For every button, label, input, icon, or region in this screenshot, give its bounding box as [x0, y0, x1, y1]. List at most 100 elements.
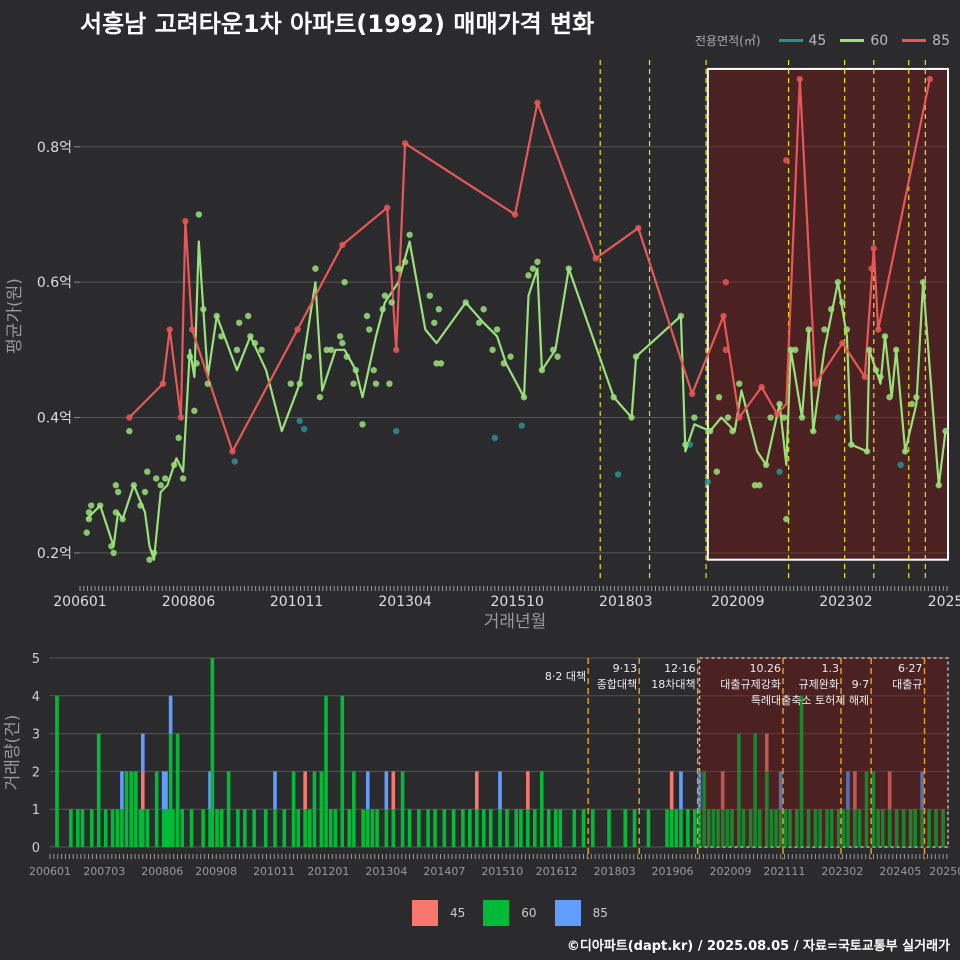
- point-85: [839, 339, 846, 347]
- volume-bar: [134, 771, 138, 847]
- x-tick-label: 201510: [491, 594, 544, 610]
- point-85: [870, 245, 877, 252]
- point-60: [462, 299, 469, 306]
- point-60: [370, 366, 377, 374]
- point-60: [96, 502, 104, 509]
- y-tick-label: 0.6억: [37, 275, 72, 291]
- volume-bar: [370, 809, 375, 847]
- volume-bar: [140, 809, 145, 847]
- point-45: [686, 441, 694, 448]
- point-60: [767, 414, 774, 421]
- volume-bar: [553, 809, 558, 847]
- point-60: [112, 482, 120, 489]
- volume-bar: [475, 809, 479, 847]
- volume-bar: [243, 809, 247, 847]
- point-60: [341, 278, 348, 286]
- volume-bar: [778, 809, 783, 847]
- volume-bar: [665, 809, 669, 847]
- point-60: [783, 515, 790, 523]
- policy-annotation: 9·13: [613, 662, 638, 675]
- legend-item-85: 85: [902, 33, 950, 49]
- y-tick-label: 4: [32, 690, 40, 705]
- point-60: [114, 488, 122, 496]
- y-tick-label: 0.2억: [37, 546, 72, 562]
- volume-bar: [282, 809, 287, 847]
- point-60: [821, 326, 828, 333]
- point-60: [146, 556, 153, 563]
- point-60: [339, 339, 346, 347]
- point-60: [756, 482, 763, 489]
- volume-bar: [846, 771, 850, 810]
- point-85: [783, 157, 790, 164]
- point-60: [554, 353, 561, 360]
- x-tick-label: 201510: [481, 865, 523, 878]
- volume-bar: [846, 809, 850, 847]
- volume-bar: [693, 809, 697, 847]
- volume-bar: [880, 809, 885, 847]
- volume-bar: [208, 771, 212, 810]
- volume-legend-swatch-45: [412, 900, 438, 926]
- point-60: [691, 414, 698, 421]
- volume-bar: [55, 695, 59, 847]
- point-60: [179, 475, 187, 482]
- volume-bar: [210, 658, 215, 847]
- policy-annotation: 1.3: [821, 662, 839, 675]
- x-tick-label: 200601: [29, 865, 71, 878]
- point-45: [704, 478, 712, 486]
- point-60: [507, 353, 514, 360]
- point-60: [724, 414, 732, 421]
- point-60: [877, 373, 884, 381]
- volume-bar: [669, 771, 674, 810]
- policy-annotation: 12·16: [664, 662, 696, 675]
- volume-bar: [168, 733, 173, 847]
- point-60: [162, 475, 169, 482]
- volume-bar: [669, 809, 674, 847]
- volume-bar: [76, 809, 80, 847]
- point-60: [538, 366, 546, 374]
- y-axis-label: 거래량(건): [3, 715, 23, 791]
- point-85: [796, 75, 803, 83]
- point-60: [305, 353, 312, 360]
- x-tick-label: 202009: [710, 865, 752, 878]
- point-60: [213, 312, 220, 320]
- volume-bar: [894, 809, 899, 847]
- volume-bar: [140, 733, 145, 772]
- point-60: [433, 360, 440, 367]
- y-tick-label: 0: [32, 841, 40, 856]
- point-60: [395, 265, 402, 272]
- point-60: [935, 482, 942, 489]
- point-60: [312, 265, 319, 272]
- y-tick-label: 0.8억: [37, 140, 72, 156]
- point-60: [150, 549, 158, 557]
- volume-bar: [887, 809, 892, 847]
- point-60: [500, 360, 507, 367]
- volume-bar: [219, 809, 224, 847]
- volume-bar: [145, 809, 150, 847]
- point-60: [126, 427, 133, 435]
- volume-bar: [481, 809, 486, 847]
- highlight-region: [706, 67, 949, 561]
- volume-bar: [783, 809, 788, 847]
- volume-bar: [716, 809, 720, 847]
- point-60: [843, 326, 851, 333]
- point-60: [204, 380, 212, 387]
- point-85: [383, 204, 391, 211]
- volume-legend-label-45: 45: [450, 906, 466, 920]
- point-60: [901, 448, 909, 455]
- point-60: [525, 272, 532, 279]
- volume-bar: [829, 809, 834, 847]
- x-tick-label: 202302: [819, 594, 872, 610]
- volume-bar: [581, 809, 586, 847]
- volume-bar: [120, 809, 124, 847]
- point-60: [908, 400, 916, 408]
- volume-bar: [908, 809, 913, 847]
- point-60: [381, 292, 389, 299]
- x-tick-label: 202009: [711, 594, 764, 610]
- x-tick-label: 201803: [599, 594, 652, 610]
- volume-bar: [546, 809, 551, 847]
- point-60: [834, 278, 842, 286]
- point-60: [233, 346, 241, 354]
- point-60: [296, 380, 303, 387]
- point-60: [119, 515, 126, 523]
- volume-bar: [215, 809, 219, 847]
